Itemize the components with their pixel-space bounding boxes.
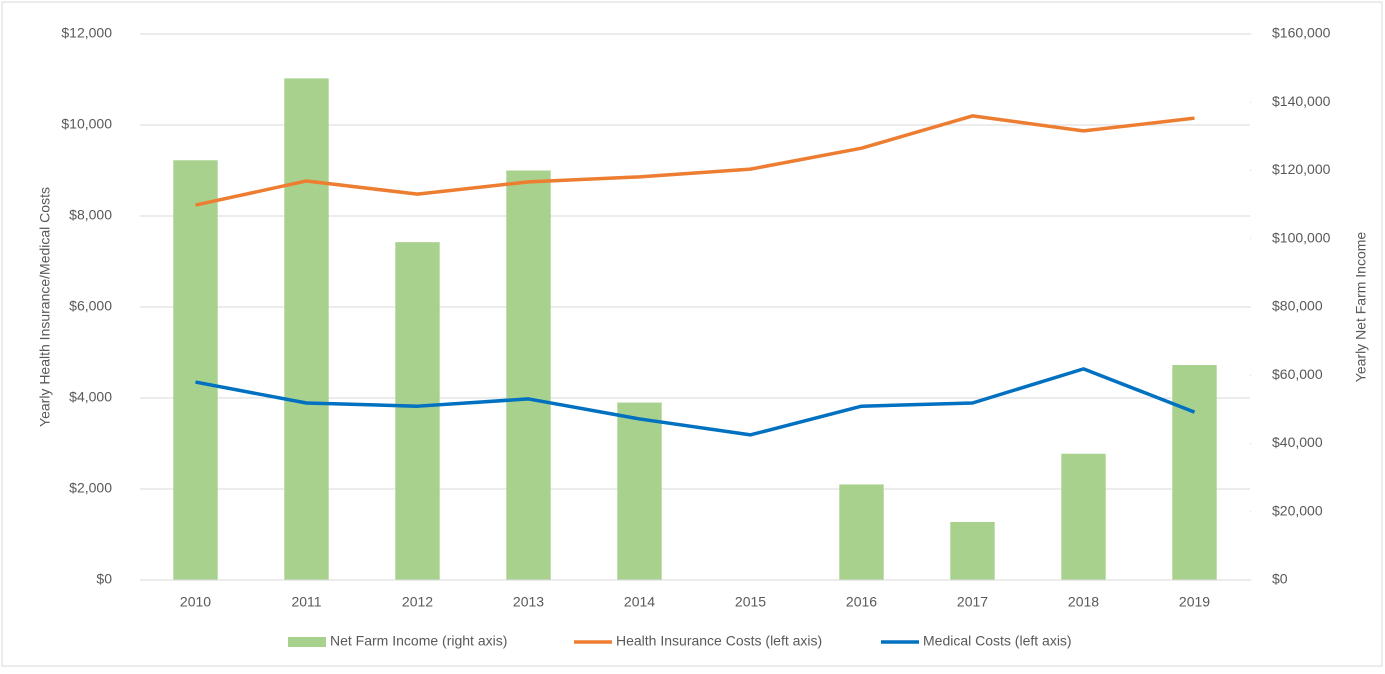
- bar: [284, 78, 329, 581]
- y-tick-label: $8,000: [69, 207, 112, 223]
- x-tick-label: 2012: [402, 594, 433, 610]
- y2-tick-label: $20,000: [1272, 502, 1323, 518]
- y2-tick-label: $100,000: [1272, 229, 1331, 245]
- legend-label: Net Farm Income (right axis): [330, 633, 507, 649]
- x-tick-label: 2017: [957, 594, 988, 610]
- x-tick-label: 2010: [180, 594, 211, 610]
- x-tick-label: 2013: [513, 594, 544, 610]
- bar: [173, 160, 218, 580]
- y-tick-label: $4,000: [69, 389, 112, 405]
- y-tick-label: $12,000: [61, 25, 112, 41]
- y2-tick-label: $40,000: [1272, 434, 1323, 450]
- y2-tick-label: $0: [1272, 571, 1288, 587]
- bar: [1172, 365, 1217, 580]
- bar: [395, 242, 440, 580]
- legend-swatch: [288, 637, 326, 647]
- x-tick-label: 2019: [1179, 594, 1210, 610]
- y2-axis-title: Yearly Net Farm Income: [1353, 232, 1369, 383]
- y-tick-label: $10,000: [61, 116, 112, 132]
- x-tick-label: 2016: [846, 594, 877, 610]
- y-axis-title: Yearly Health Insurance/Medical Costs: [37, 187, 53, 427]
- y-tick-label: $2,000: [69, 480, 112, 496]
- y2-tick-label: $60,000: [1272, 366, 1323, 382]
- x-tick-label: 2014: [624, 594, 655, 610]
- bar: [839, 484, 884, 580]
- bar: [1061, 453, 1106, 580]
- bar: [506, 170, 551, 580]
- x-tick-label: 2015: [735, 594, 766, 610]
- line: [195, 367, 1196, 437]
- x-tick-label: 2011: [291, 594, 321, 610]
- legend-label: Medical Costs (left axis): [923, 633, 1072, 649]
- bar: [617, 402, 662, 580]
- line: [195, 114, 1195, 207]
- y-tick-label: $0: [96, 571, 112, 587]
- x-tick-label: 2018: [1068, 594, 1099, 610]
- y2-tick-label: $80,000: [1272, 298, 1323, 314]
- y2-tick-label: $160,000: [1272, 25, 1331, 41]
- y-tick-label: $6,000: [69, 298, 112, 314]
- y2-tick-label: $120,000: [1272, 161, 1331, 177]
- y2-tick-label: $140,000: [1272, 93, 1331, 109]
- legend-label: Health Insurance Costs (left axis): [616, 633, 822, 649]
- bar: [950, 521, 995, 580]
